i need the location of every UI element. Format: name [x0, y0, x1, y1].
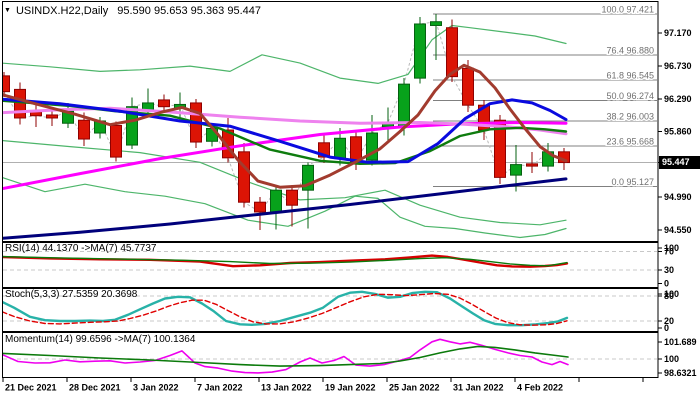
candle — [366, 132, 378, 161]
price-axis-label: 94.990 — [664, 192, 692, 202]
rsi-axis-label: 0 — [664, 279, 669, 289]
band-inner-lower — [3, 139, 567, 226]
ma-navy-slow — [3, 177, 568, 240]
candle — [126, 106, 138, 146]
date-label: 4 Feb 2022 — [517, 383, 563, 393]
candle — [302, 164, 314, 191]
rsi-axis-label: 100 — [664, 243, 679, 253]
candle — [222, 129, 234, 159]
date-label: 28 Dec 2021 — [69, 383, 121, 393]
fib-label: 61.8 96.545 — [606, 71, 654, 81]
ohlc-readout: 95.590 95.653 95.363 95.447 — [117, 5, 261, 17]
date-label: 25 Jan 2022 — [389, 383, 440, 393]
candle — [414, 23, 426, 79]
rsi-axis-label: 30 — [664, 265, 674, 275]
candle — [14, 88, 26, 119]
stoch-d-line — [3, 292, 568, 326]
momentum-axis-label: 98.6321 — [664, 368, 697, 378]
bollinger-lower — [3, 177, 567, 239]
fib-label: 0.0 95.127 — [611, 177, 654, 187]
chart-title: ▼ USINDX.H22,Daily 95.590 95.653 95.363 95… — [4, 1, 261, 17]
dotted-close-line — [3, 21, 565, 213]
current-price-tag: 95.447 — [659, 156, 700, 169]
candle — [3, 75, 10, 93]
candle — [430, 21, 442, 26]
rsi-panel — [3, 251, 657, 271]
date-label: 31 Jan 2022 — [453, 383, 504, 393]
fib-label: 100.0 97.421 — [601, 5, 654, 15]
ma-magenta — [3, 121, 568, 191]
candle — [158, 99, 170, 108]
stoch-axis-label: 100 — [664, 289, 679, 299]
stoch-panel — [3, 290, 657, 327]
candle — [238, 151, 250, 203]
candle — [446, 27, 458, 78]
candle — [510, 164, 522, 176]
candle — [462, 67, 474, 106]
candle — [286, 189, 298, 206]
momentum-axis-label: 101.689 — [664, 337, 697, 347]
rsi-ma-line — [3, 255, 568, 267]
stoch-k-line — [3, 290, 569, 327]
candle — [398, 83, 410, 127]
price-axis-label: 95.860 — [664, 127, 692, 137]
symbol-dropdown-icon[interactable]: ▼ — [4, 7, 11, 14]
bollinger-upper — [3, 24, 567, 85]
date-label: 7 Jan 2022 — [197, 383, 243, 393]
main-panel: 100.0 97.421 76.4 96.880 61.8 96.545 50.0 9… — [3, 3, 657, 240]
stoch-axis-label: 80 — [664, 291, 674, 301]
price-axis-label: 96.290 — [664, 94, 692, 104]
fib-label: 38.2 96.003 — [606, 111, 654, 121]
candle — [78, 119, 90, 140]
momentum-panel — [3, 338, 657, 374]
momentum-ma-line — [3, 345, 569, 367]
fib-label: 50.0 96.274 — [606, 91, 654, 101]
candle — [334, 137, 346, 160]
candle — [46, 114, 58, 119]
date-label: 21 Dec 2021 — [5, 383, 57, 393]
price-axis-label: 97.170 — [664, 28, 692, 38]
date-label: 19 Jan 2022 — [325, 383, 376, 393]
price-axis-label: 94.550 — [664, 225, 692, 235]
rsi-indicator-label: RSI(14) 44.1370 ->MA(7) 45.7737 — [5, 243, 157, 254]
candle — [494, 119, 506, 178]
candle — [350, 136, 362, 163]
price-axis-label: 96.730 — [664, 61, 692, 71]
fib-label: 76.4 96.880 — [606, 45, 654, 55]
candle — [318, 142, 330, 158]
candle — [254, 201, 266, 213]
stoch-axis-label: 0 — [664, 323, 669, 333]
date-label: 13 Jan 2022 — [261, 383, 312, 393]
candle — [270, 189, 282, 213]
stoch-indicator-label: Stoch(5,3,3) 27.5359 20.3698 — [5, 289, 138, 300]
rsi-axis-label: 70 — [664, 247, 674, 257]
symbol-label: USINDX.H22,Daily — [15, 5, 109, 17]
date-label: 3 Jan 2022 — [133, 383, 179, 393]
momentum-axis-label: 100 — [664, 354, 679, 364]
candle — [110, 124, 122, 158]
fib-label: 23.6 95.668 — [606, 136, 654, 146]
candle — [526, 163, 538, 167]
ma-brown — [3, 63, 568, 189]
stoch-axis-label: 20 — [664, 316, 674, 326]
momentum-indicator-label: Momentum(14) 99.6596 ->MA(7) 100.1364 — [5, 334, 196, 345]
